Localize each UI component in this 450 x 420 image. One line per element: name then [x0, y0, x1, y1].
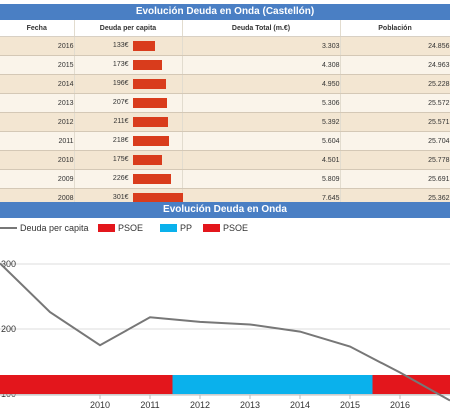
- table-title: Evolución Deuda en Onda (Castellón): [0, 4, 450, 20]
- per-capita-bar: [132, 60, 162, 70]
- series-line: [0, 262, 450, 402]
- cell-per-capita: 133€: [74, 36, 183, 56]
- cell-year: 2012: [0, 112, 75, 132]
- header-deuda-total: Deuda Total (m.€): [182, 20, 341, 37]
- x-tick-label: 2015: [340, 400, 360, 410]
- legend-band-swatch: [98, 224, 115, 232]
- cell-year: 2011: [0, 131, 75, 151]
- per-capita-value: 173€: [112, 61, 129, 68]
- table-body: 2016 133€ 3.303 24.856 2015 173€ 4.308 24.963 20…: [0, 36, 450, 208]
- legend-band-swatch: [160, 224, 177, 232]
- cell-poblacion: 24.963: [340, 55, 450, 75]
- table-row: 2010 175€ 4.501 25.778: [0, 150, 450, 170]
- per-capita-value: 211€: [113, 118, 129, 125]
- cell-poblacion: 25.572: [340, 93, 450, 113]
- party-band: [0, 375, 173, 394]
- cell-year: 2009: [0, 169, 75, 189]
- cell-poblacion: 25.228: [340, 74, 450, 94]
- per-capita-bar: [132, 193, 183, 203]
- legend-label: PSOE: [118, 223, 143, 233]
- header-fecha: Fecha: [0, 20, 75, 37]
- x-tick-label: 2014: [290, 400, 310, 410]
- cell-deuda-total: 5.604: [182, 131, 341, 151]
- x-tick-label: 2012: [190, 400, 210, 410]
- cell-year: 2014: [0, 74, 75, 94]
- cell-per-capita: 211€: [74, 112, 183, 132]
- table-row: 2015 173€ 4.308 24.963: [0, 55, 450, 75]
- x-tick-label: 2010: [90, 400, 110, 410]
- cell-deuda-total: 5.809: [182, 169, 341, 189]
- cell-year: 2015: [0, 55, 75, 75]
- per-capita-bar: [132, 79, 166, 89]
- per-capita-bar: [132, 174, 171, 184]
- cell-per-capita: 196€: [74, 74, 183, 94]
- table-row: 2016 133€ 3.303 24.856: [0, 36, 450, 56]
- cell-poblacion: 24.856: [340, 36, 450, 56]
- cell-per-capita: 175€: [74, 150, 183, 170]
- x-tick-label: 2013: [240, 400, 260, 410]
- table-row: 2013 207€ 5.306 25.572: [0, 93, 450, 113]
- cell-deuda-total: 5.306: [182, 93, 341, 113]
- cell-deuda-total: 5.392: [182, 112, 341, 132]
- per-capita-value: 207€: [112, 99, 129, 106]
- cell-per-capita: 207€: [74, 93, 183, 113]
- cell-poblacion: 25.778: [340, 150, 450, 170]
- per-capita-value: 196€: [112, 80, 129, 87]
- y-tick-label: 200: [1, 324, 16, 334]
- cell-poblacion: 25.571: [340, 112, 450, 132]
- per-capita-value: 218€: [112, 137, 129, 144]
- per-capita-value: 301€: [112, 194, 129, 201]
- table-row: 2014 196€ 4.950 25.228: [0, 74, 450, 94]
- legend-label: PP: [180, 223, 192, 233]
- per-capita-value: 175€: [112, 156, 129, 163]
- cell-poblacion: 25.704: [340, 131, 450, 151]
- cell-deuda-total: 3.303: [182, 36, 341, 56]
- cell-deuda-total: 4.501: [182, 150, 341, 170]
- per-capita-bar: [132, 155, 162, 165]
- debt-table: Fecha Deuda per capita Deuda Total (m.€)…: [0, 20, 450, 208]
- table-header-row: Fecha Deuda per capita Deuda Total (m.€)…: [0, 20, 450, 37]
- x-tick-label: 2011: [140, 400, 159, 410]
- cell-deuda-total: 4.950: [182, 74, 341, 94]
- cell-per-capita: 173€: [74, 55, 183, 75]
- per-capita-bar: [132, 41, 155, 51]
- cell-year: 2010: [0, 150, 75, 170]
- per-capita-value: 133€: [112, 42, 129, 49]
- party-band: [172, 375, 373, 394]
- table-row: 2011 218€ 5.604 25.704: [0, 131, 450, 151]
- line-chart: 1002003004002010201120122013201420152016…: [0, 223, 450, 410]
- legend-label: PSOE: [223, 223, 248, 233]
- cell-year: 2016: [0, 36, 75, 56]
- per-capita-bar: [132, 98, 167, 108]
- cell-per-capita: 226€: [74, 169, 183, 189]
- per-capita-value: 226€: [112, 175, 129, 182]
- legend-band-swatch: [203, 224, 220, 232]
- header-poblacion: Población: [340, 20, 450, 37]
- header-deuda-per-capita: Deuda per capita: [74, 20, 183, 37]
- legend-label: Deuda per capita: [20, 223, 89, 233]
- table-row: 2012 211€ 5.392 25.571: [0, 112, 450, 132]
- cell-year: 2013: [0, 93, 75, 113]
- per-capita-bar: [132, 117, 168, 127]
- cell-poblacion: 25.691: [340, 169, 450, 189]
- x-tick-label: 2016: [390, 400, 410, 410]
- per-capita-bar: [132, 136, 169, 146]
- y-tick-label: 300: [1, 259, 16, 269]
- cell-per-capita: 218€: [74, 131, 183, 151]
- cell-deuda-total: 4.308: [182, 55, 341, 75]
- table-row: 2009 226€ 5.809 25.691: [0, 169, 450, 189]
- chart-title: Evolución Deuda en Onda: [0, 202, 450, 218]
